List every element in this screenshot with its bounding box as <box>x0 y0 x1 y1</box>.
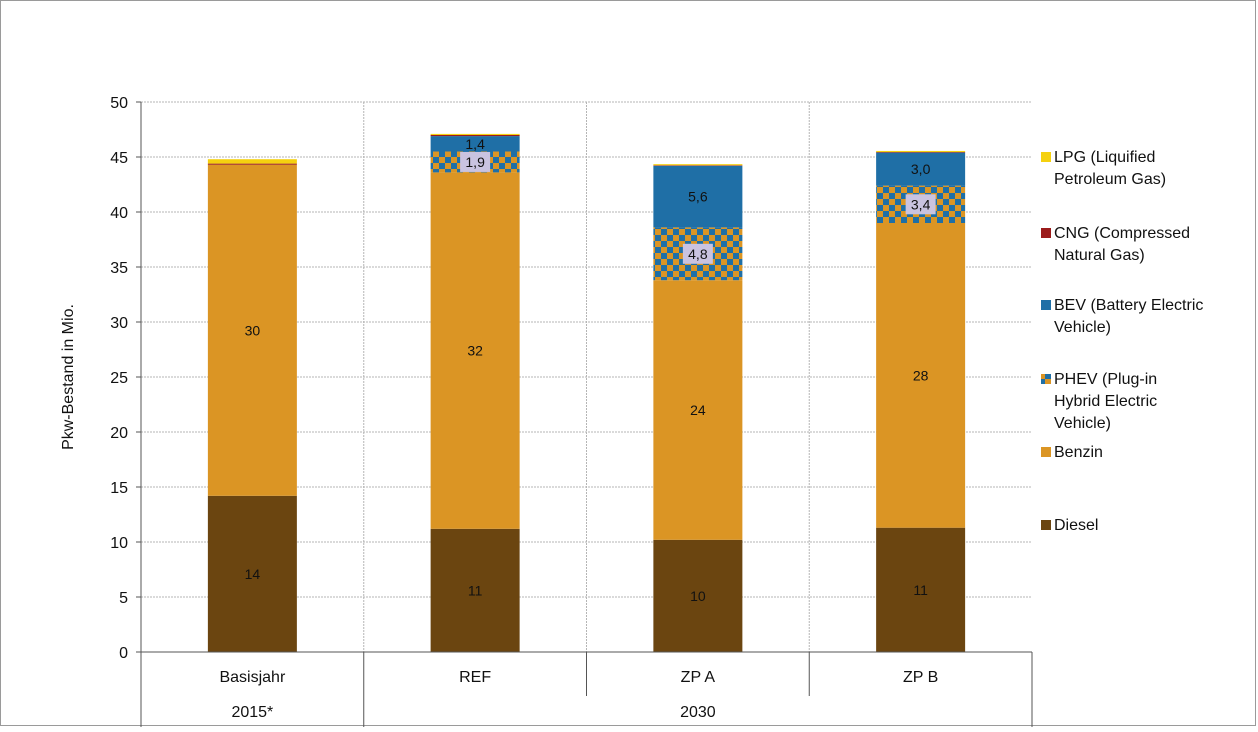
legend-label-diesel: Diesel <box>1054 517 1098 534</box>
legend-label-phev: Vehicle) <box>1054 415 1111 432</box>
y-tick-label: 15 <box>110 480 128 497</box>
bar-bev-ref <box>430 136 520 152</box>
data-label-bev-zp-a: 5,6 <box>688 189 708 205</box>
bar-lpg-zp-b <box>876 150 966 153</box>
legend-label-phev: Hybrid Electric <box>1054 393 1157 410</box>
bar-benzin-basisjahr <box>207 164 297 496</box>
bar-bev-zp-b <box>876 152 966 186</box>
data-label-benzin-basisjahr: 30 <box>245 322 261 338</box>
data-label-bev-ref: 1,4 <box>465 136 485 152</box>
legend-label-bev: BEV (Battery Electric <box>1054 297 1203 314</box>
bar-lpg-basisjahr <box>207 159 297 164</box>
data-label-phev-zp-a: 4,8 <box>688 246 708 262</box>
legend-swatch-cng <box>1041 228 1051 238</box>
y-tick-label: 5 <box>119 590 128 607</box>
data-label-benzin-zp-b: 28 <box>913 367 929 383</box>
x-category-label: REF <box>459 669 491 686</box>
legend-swatch-bev <box>1041 300 1051 310</box>
y-tick-label: 40 <box>110 205 128 222</box>
bar-diesel-ref <box>430 528 520 652</box>
data-label-bev-zp-b: 3,0 <box>911 161 931 177</box>
data-label-benzin-zp-a: 24 <box>690 402 706 418</box>
bar-cng-zp-a <box>653 165 743 166</box>
y-tick-label: 35 <box>110 260 128 277</box>
y-tick-label: 50 <box>110 95 128 112</box>
legend-label-lpg: Petroleum Gas) <box>1054 171 1166 188</box>
bar-benzin-ref <box>430 172 520 529</box>
bar-lpg-ref <box>430 133 520 135</box>
y-tick-label: 25 <box>110 370 128 387</box>
axes: 0 5 10 15 20 25 30 35 40 45 50 Pkw-Bestand in Mio. B… <box>60 95 1033 727</box>
data-label-phev-zp-b: 3,4 <box>911 196 931 212</box>
y-tick-label: 30 <box>110 315 128 332</box>
legend-swatch-benzin <box>1041 447 1051 457</box>
legend: LPG (Liquified Petroleum Gas) CNG (Compres… <box>1041 149 1203 534</box>
legend-label-cng: CNG (Compressed <box>1054 225 1190 242</box>
bar-diesel-zp-b <box>876 527 966 652</box>
y-tick-label: 0 <box>119 645 128 662</box>
data-label-background <box>905 194 936 215</box>
legend-label-benzin: Benzin <box>1054 444 1103 461</box>
legend-swatch-phev <box>1041 374 1051 384</box>
data-label-diesel-ref: 11 <box>468 582 483 598</box>
bar-lpg-zp-a <box>653 164 743 166</box>
legend-label-bev: Vehicle) <box>1054 319 1111 336</box>
legend-label-lpg: LPG (Liquified <box>1054 149 1155 166</box>
bar-cng-basisjahr <box>207 163 297 165</box>
x-category-label: Basisjahr <box>219 669 285 686</box>
data-label-background <box>460 151 491 172</box>
bar-benzin-zp-a <box>653 280 743 540</box>
legend-label-cng: Natural Gas) <box>1054 247 1145 264</box>
bar-diesel-basisjahr <box>207 495 297 652</box>
bar-cng-zp-b <box>876 152 966 153</box>
data-label-background <box>682 243 713 264</box>
x-group-label: 2015* <box>231 704 273 721</box>
x-group-label: 2030 <box>680 704 716 721</box>
bar-bev-zp-a <box>653 165 743 228</box>
bars: 14 30 11 32 1,9 1,4 10 24 4,8 5,6 11 28 3,4 3,0 <box>207 133 966 652</box>
data-label-diesel-zp-b: 11 <box>913 582 928 598</box>
data-label-phev-ref: 1,9 <box>465 154 485 170</box>
data-label-diesel-zp-a: 10 <box>690 588 706 604</box>
bar-benzin-zp-b <box>876 223 966 528</box>
y-tick-label: 10 <box>110 535 128 552</box>
x-category-label: ZP A <box>681 669 716 686</box>
bar-cng-ref <box>430 135 520 137</box>
legend-swatch-diesel <box>1041 520 1051 530</box>
y-tick-label: 45 <box>110 150 128 167</box>
x-category-label: ZP B <box>903 669 938 686</box>
y-axis-title: Pkw-Bestand in Mio. <box>60 304 77 450</box>
legend-swatch-lpg <box>1041 152 1051 162</box>
data-label-benzin-ref: 32 <box>467 343 483 359</box>
y-tick-label: 20 <box>110 425 128 442</box>
legend-label-phev: PHEV (Plug-in <box>1054 371 1157 388</box>
bar-diesel-zp-a <box>653 539 743 652</box>
data-label-diesel-basisjahr: 14 <box>245 566 261 582</box>
